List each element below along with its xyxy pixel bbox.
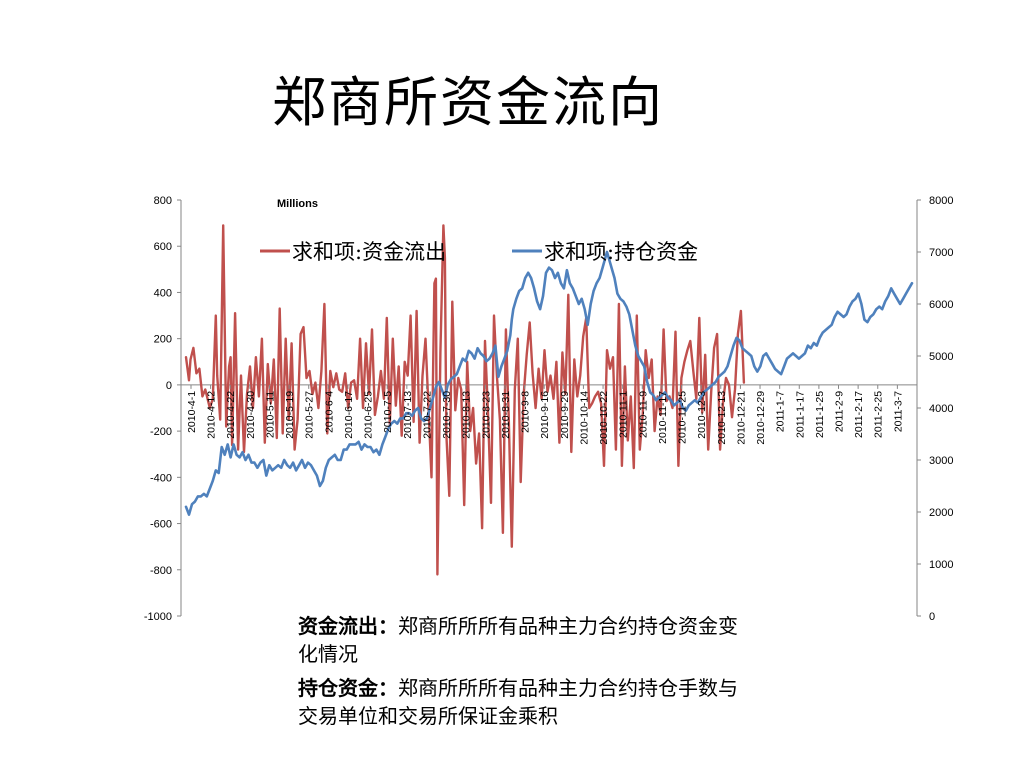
x-tick-label: 2010-10-14 (578, 391, 590, 445)
x-tick-label: 2010-6-4 (323, 391, 335, 433)
left-tick-label: -1000 (144, 611, 172, 623)
right-tick-label: 3000 (929, 455, 953, 467)
x-tick-label: 2010-5-11 (264, 391, 276, 438)
right-tick-label: 0 (929, 611, 935, 623)
x-tick-label: 2011-3-7 (892, 391, 904, 432)
x-tick-label: 2010-7-22 (421, 391, 433, 439)
x-tick-label: 2010-6-17 (343, 391, 355, 439)
note-position-capital: 持仓资金：郑商所所所有品种主力合约持仓手数与交易单位和交易所保证金乘积 (298, 674, 748, 730)
series-line-position-capital (184, 250, 914, 516)
x-tick-label: 2011-1-7 (775, 391, 787, 432)
x-tick-labels: 2010-4-1 2010-4-12 2010-4-22 2010-4-30 2010-… (186, 384, 904, 445)
chart-series (184, 224, 914, 576)
x-tick-label: 2010-8-13 (461, 391, 473, 439)
x-tick-label: 2010-5-19 (284, 391, 296, 439)
left-tick-label: -200 (150, 426, 172, 438)
x-tick-label: 2010-4-12 (206, 391, 218, 439)
x-tick-label: 2010-8-31 (500, 391, 512, 439)
note-label: 持仓资金： (298, 676, 398, 700)
x-tick-label: 2010-11-1 (618, 391, 630, 438)
right-tick-label: 6000 (929, 299, 953, 311)
x-tick-label: 2011-1-17 (794, 391, 806, 438)
left-tick-label: 400 (154, 287, 172, 299)
right-tick-label: 8000 (929, 195, 953, 207)
x-tick-label: 2010-6-25 (363, 391, 375, 439)
left-tick-label: 600 (154, 241, 172, 253)
note-label: 资金流出： (298, 614, 398, 638)
x-tick-label: 2010-11-9 (637, 391, 649, 438)
series-line-capital-outflow (184, 224, 746, 576)
legend-label-position-capital: 求和项:持仓资金 (544, 240, 698, 264)
x-tick-label: 2010-7-5 (382, 391, 394, 433)
note-capital-outflow: 资金流出：郑商所所所有品种主力合约持仓资金变化情况 (298, 612, 748, 668)
note-text: 郑商所所所有品种主力合约持仓资金变化情况 (298, 614, 738, 666)
x-tick-label: 2010-7-13 (402, 391, 414, 439)
unit-label: Millions (277, 198, 318, 210)
chart-legend: 求和项:资金流出 求和项:持仓资金 (260, 240, 698, 264)
x-tick-label: 2011-2-17 (853, 391, 865, 438)
left-tick-label: 800 (154, 195, 172, 207)
slide-title: 郑商所资金流向 (272, 71, 664, 134)
x-tick-label: 2010-8-23 (480, 391, 492, 439)
x-tick-label: 2010-11-25 (677, 391, 689, 444)
legend-label-capital-outflow: 求和项:资金流出 (292, 240, 446, 264)
x-tick-label: 2011-2-25 (873, 391, 885, 438)
x-tick-label: 2010-9-29 (559, 391, 571, 439)
left-tick-label: -400 (150, 472, 172, 484)
x-tick-label: 2010-12-3 (696, 391, 708, 439)
left-tick-label: -800 (150, 565, 172, 577)
x-tick-label: 2010-12-21 (735, 391, 747, 445)
x-tick-label: 2011-1-25 (814, 391, 826, 438)
x-tick-label: 2010-12-29 (755, 391, 767, 445)
x-tick-label: 2010-5-27 (304, 391, 316, 439)
x-tick-label: 2010-4-1 (186, 391, 198, 433)
right-tick-label: 7000 (929, 247, 953, 259)
right-tick-label: 5000 (929, 351, 953, 363)
x-tick-label: 2010-9-16 (539, 391, 551, 439)
right-tick-label: 4000 (929, 403, 953, 415)
x-tick-label: 2010-11-17 (657, 391, 669, 444)
x-tick-label: 2010-9-8 (520, 391, 532, 433)
x-tick-label: 2010-4-22 (225, 391, 237, 439)
x-tick-label: 2010-12-13 (716, 391, 728, 445)
right-tick-label: 2000 (929, 507, 953, 519)
left-tick-label: -600 (150, 519, 172, 531)
right-tick-label: 1000 (929, 559, 953, 571)
left-tick-label: 200 (154, 334, 172, 346)
left-tick-label: 0 (166, 380, 172, 392)
note-text: 郑商所所所有品种主力合约持仓手数与交易单位和交易所保证金乘积 (298, 676, 738, 728)
x-tick-label: 2011-2-9 (834, 391, 846, 432)
x-tick-label: 2010-7-30 (441, 391, 453, 439)
x-tick-label: 2010-10-22 (598, 391, 610, 445)
x-tick-label: 2010-4-30 (245, 391, 257, 439)
